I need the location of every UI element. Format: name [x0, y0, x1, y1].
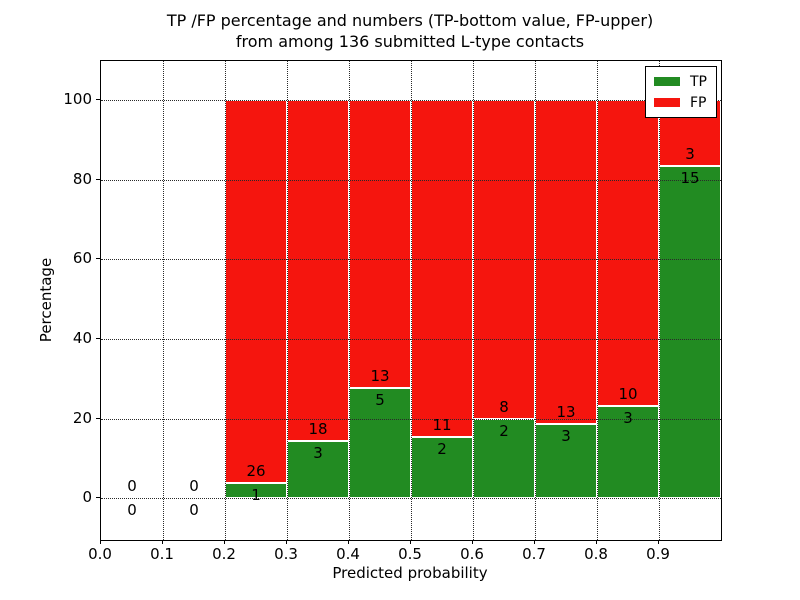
- legend-swatch-tp: [654, 77, 680, 86]
- count-label-tp-0: 0: [127, 501, 137, 520]
- legend-item-tp: TP: [654, 71, 707, 92]
- x-tick-label-0.1: 0.1: [150, 545, 174, 563]
- x-tick-mark-0.2: [224, 540, 225, 544]
- bar-segment-tp-0.8: [597, 406, 659, 499]
- count-label-tp-0.8: 3: [623, 409, 633, 428]
- x-axis-label: Predicted probability: [332, 564, 488, 582]
- x-tick-label-0.8: 0.8: [584, 545, 608, 563]
- y-tick-mark-20: [96, 417, 100, 419]
- x-tick-mark-0.8: [596, 540, 597, 544]
- count-label-fp-0.2: 26: [246, 462, 266, 481]
- bar-segment-fp-0.7: [535, 100, 597, 424]
- y-tick-label-20: 20: [72, 408, 92, 427]
- y-tick-label-60: 60: [72, 249, 92, 268]
- bar-segment-tp-0.3: [287, 441, 349, 499]
- legend-item-fp: FP: [654, 92, 707, 113]
- y-tick-mark-60: [96, 258, 100, 260]
- y-tick-label-80: 80: [72, 169, 92, 188]
- x-tick-label-0.3: 0.3: [274, 545, 298, 563]
- x-tick-mark-0.4: [348, 540, 349, 544]
- chart-title-line1: TP /FP percentage and numbers (TP-bottom…: [166, 11, 654, 30]
- x-tick-mark-0.5: [410, 540, 411, 544]
- count-label-tp-0.5: 2: [437, 439, 447, 458]
- bar-segment-fp-0.3: [287, 100, 349, 442]
- gridline-x-0.7: [535, 61, 536, 540]
- y-tick-label-40: 40: [72, 328, 92, 347]
- x-tick-mark-0.9: [658, 540, 659, 544]
- x-tick-mark-0.0: [100, 540, 101, 544]
- count-label-fp-0.3: 18: [308, 420, 328, 439]
- y-tick-label-0: 0: [82, 488, 92, 507]
- chart-title: TP /FP percentage and numbers (TP-bottom…: [90, 10, 730, 52]
- bar-segment-fp-0.2: [225, 100, 287, 484]
- count-label-fp-0.1: 0: [189, 477, 199, 496]
- count-label-fp-0.5: 11: [432, 415, 452, 434]
- x-tick-mark-0.6: [472, 540, 473, 544]
- x-tick-label-0.7: 0.7: [522, 545, 546, 563]
- y-tick-mark-0: [96, 497, 100, 499]
- x-tick-label-0.4: 0.4: [336, 545, 360, 563]
- x-tick-mark-0.1: [162, 540, 163, 544]
- count-label-fp-0: 0: [127, 477, 137, 496]
- x-tick-label-0.2: 0.2: [212, 545, 236, 563]
- count-label-tp-0.4: 5: [375, 390, 385, 409]
- count-label-fp-0.6: 8: [499, 397, 509, 416]
- count-label-fp-0.8: 10: [618, 385, 638, 404]
- gridline-x-0.3: [287, 61, 288, 540]
- legend-label-tp: TP: [690, 73, 707, 90]
- gridline-x-0.5: [411, 61, 412, 540]
- y-tick-mark-80: [96, 178, 100, 180]
- gridline-x-0.9: [659, 61, 660, 540]
- x-tick-label-0.9: 0.9: [646, 545, 670, 563]
- x-tick-mark-0.7: [534, 540, 535, 544]
- legend-swatch-fp: [654, 98, 680, 107]
- count-label-tp-0.2: 1: [251, 486, 261, 505]
- x-tick-label-0.5: 0.5: [398, 545, 422, 563]
- count-label-tp-0.6: 2: [499, 421, 509, 440]
- bar-segment-tp-0.9: [659, 166, 721, 499]
- gridline-x-0.2: [225, 61, 226, 540]
- count-label-tp-0.3: 3: [313, 444, 323, 463]
- bar-segment-fp-0.8: [597, 100, 659, 407]
- count-label-tp-0.7: 3: [561, 426, 571, 445]
- gridline-x-0.4: [349, 61, 350, 540]
- bar-segment-fp-0.5: [411, 100, 473, 437]
- count-label-fp-0.7: 13: [556, 402, 576, 421]
- legend-label-fp: FP: [690, 94, 707, 111]
- gridline-x-0.8: [597, 61, 598, 540]
- chart-title-line2: from among 136 submitted L-type contacts: [235, 32, 585, 51]
- x-tick-mark-0.3: [286, 540, 287, 544]
- legend: TP FP: [645, 66, 717, 118]
- count-label-tp-0.1: 0: [189, 501, 199, 520]
- y-tick-mark-100: [96, 99, 100, 101]
- y-tick-mark-40: [96, 337, 100, 339]
- x-tick-label-0.6: 0.6: [460, 545, 484, 563]
- count-label-tp-0.9: 15: [680, 169, 700, 188]
- count-label-fp-0.4: 13: [370, 366, 390, 385]
- gridline-x-0.6: [473, 61, 474, 540]
- x-tick-label-0.0: 0.0: [88, 545, 112, 563]
- count-label-fp-0.9: 3: [685, 145, 695, 164]
- gridline-x-0.1: [163, 61, 164, 540]
- plot-area: 0 0 0 0 26 1 18 3 13 5 11 2 8 2 13 3 10 3 3 15 TP FP: [100, 60, 722, 541]
- y-tick-label-100: 100: [63, 90, 92, 109]
- bar-segment-fp-0.4: [349, 100, 411, 388]
- bar-segment-tp-0.7: [535, 423, 597, 499]
